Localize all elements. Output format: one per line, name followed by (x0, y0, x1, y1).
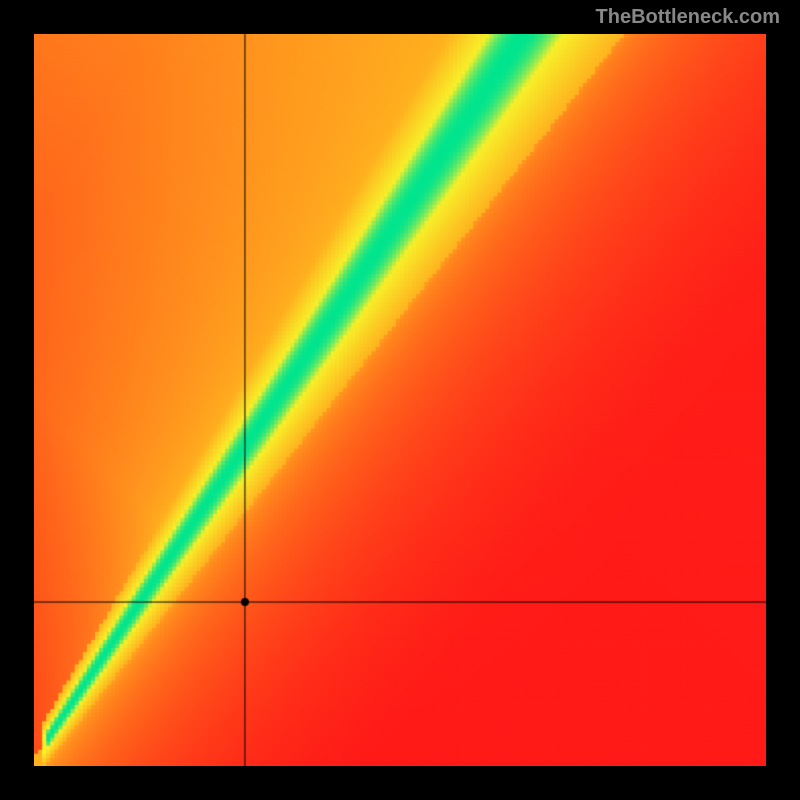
watermark-text: TheBottleneck.com (596, 6, 780, 29)
bottleneck-heatmap (34, 34, 766, 766)
